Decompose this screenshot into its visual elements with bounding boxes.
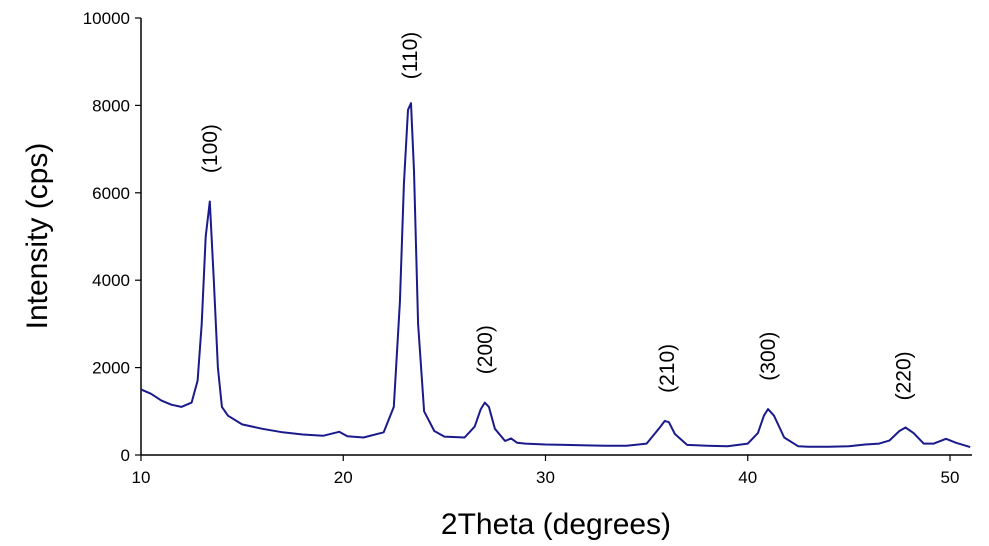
chart-axes — [140, 18, 972, 456]
y-tick-label: 6000 — [92, 184, 130, 203]
peak-label: (300) — [757, 332, 780, 381]
y-tick-label: 2000 — [92, 359, 130, 378]
series-group — [140, 102, 971, 449]
x-tick-label: 10 — [132, 468, 151, 487]
y-tick-label: 8000 — [92, 96, 130, 115]
x-tick-label: 40 — [738, 468, 757, 487]
y-tick-label: 10000 — [83, 9, 130, 28]
peak-label: (220) — [893, 351, 916, 400]
peak-label: (210) — [656, 344, 679, 393]
y-tick-label: 0 — [121, 446, 130, 465]
x-tick-label: 50 — [941, 468, 960, 487]
axis-ticks: 10 20 30 40 50 0 2000 4000 6000 8000 10000 — [83, 9, 960, 487]
x-tick-label: 30 — [536, 468, 555, 487]
peak-annotations: (100) (110) (200) (210) (300) (220) — [199, 32, 916, 401]
peak-label: (100) — [199, 124, 222, 173]
peak-label: (110) — [399, 32, 422, 79]
xrd-pattern-line — [140, 102, 971, 449]
x-axis-title: 2Theta (degrees) — [441, 508, 671, 541]
y-axis-title: Intensity (cps) — [21, 143, 54, 330]
y-tick-label: 4000 — [92, 271, 130, 290]
peak-label: (200) — [474, 325, 497, 374]
x-tick-label: 20 — [334, 468, 353, 487]
